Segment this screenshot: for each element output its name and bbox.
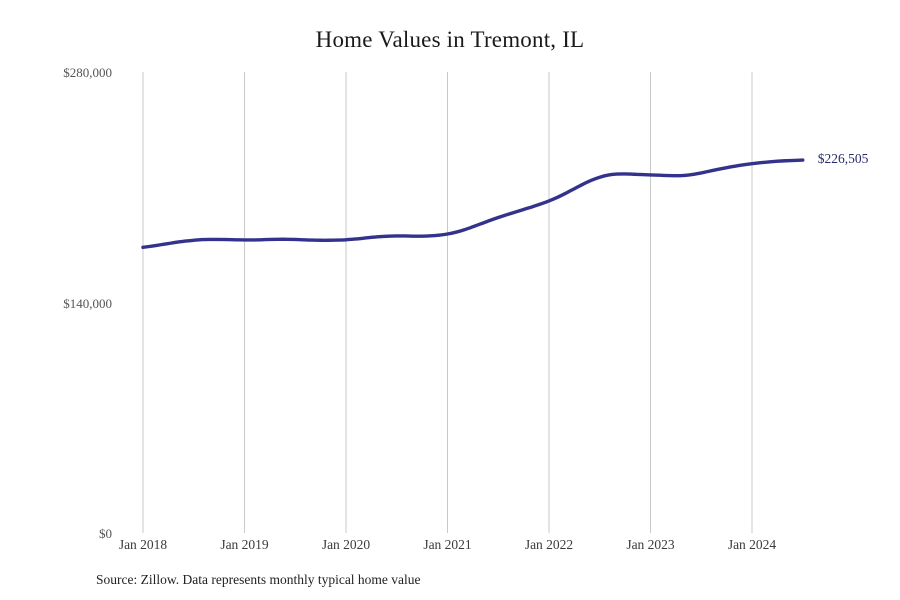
series-line-typical-home-value xyxy=(141,158,805,250)
chart-title: Home Values in Tremont, IL xyxy=(315,27,585,52)
x-tick-label-jan-2018: Jan 2018 xyxy=(118,537,168,552)
x-tick-label-jan-2024: Jan 2024 xyxy=(727,537,777,552)
y-tick-label-0: $0 xyxy=(99,526,112,541)
x-tick-label-jan-2022: Jan 2022 xyxy=(524,537,574,552)
y-tick-label-280000: $280,000 xyxy=(63,65,112,80)
x-tick-label-jan-2023: Jan 2023 xyxy=(626,537,675,552)
x-tick-label-jan-2020: Jan 2020 xyxy=(321,537,371,552)
x-tick-label-jan-2019: Jan 2019 xyxy=(220,537,269,552)
source-note: Source: Zillow. Data represents monthly … xyxy=(96,572,421,587)
y-tick-label-140000: $140,000 xyxy=(63,296,112,311)
gridlines-group xyxy=(142,72,753,533)
y-axis: $280,000 $140,000 $0 xyxy=(0,0,112,600)
x-tick-label-jan-2021: Jan 2021 xyxy=(423,537,472,552)
end-value-annotation: $226,505 xyxy=(817,151,869,167)
